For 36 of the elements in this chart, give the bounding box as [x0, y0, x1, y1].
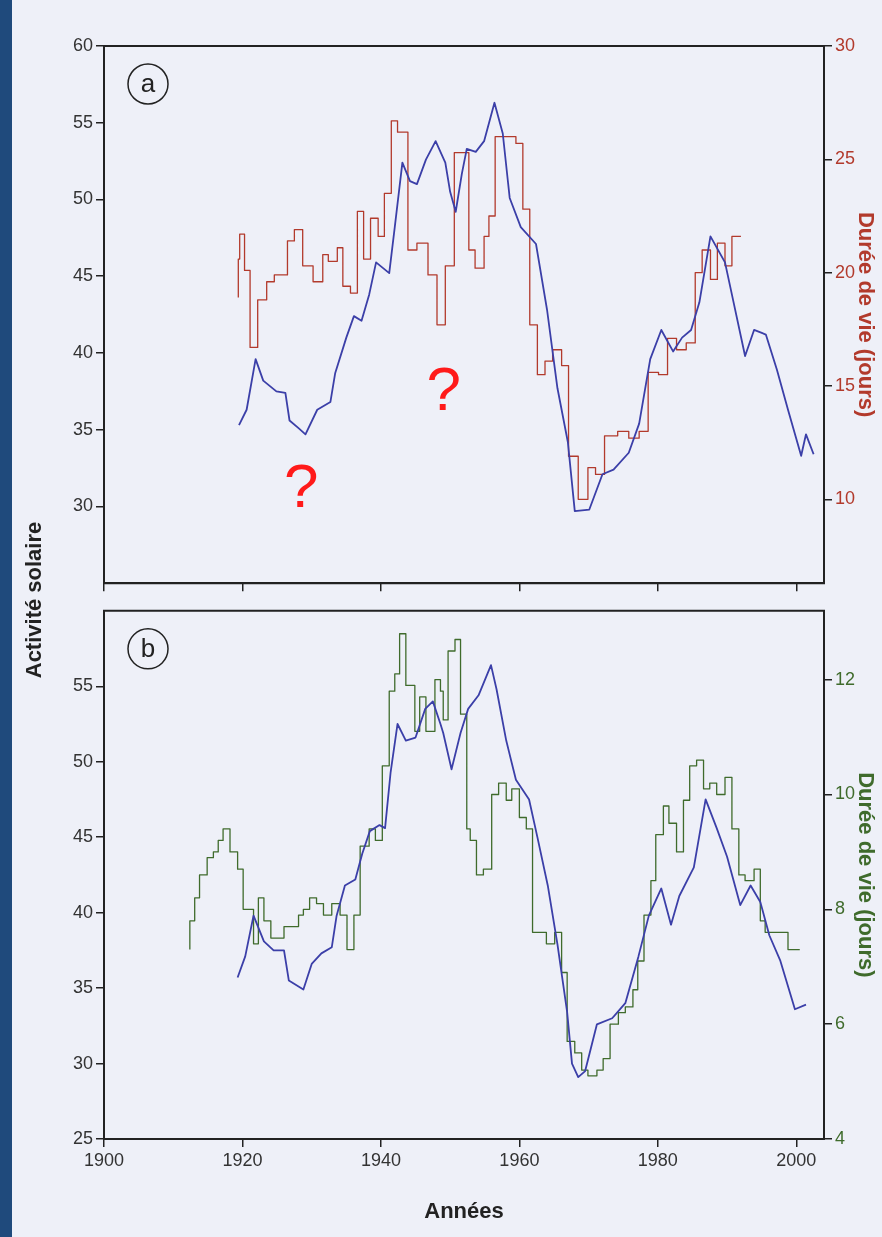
- annotation: ?: [284, 451, 319, 521]
- y2-tick-label: 20: [835, 261, 856, 282]
- y-tick-label: 40: [72, 901, 93, 922]
- y-tick-label: 30: [72, 495, 93, 516]
- y2-tick-label: 25: [835, 148, 856, 169]
- x-tick-label: 1940: [360, 1149, 401, 1170]
- y-tick-label: 45: [72, 265, 93, 286]
- y-tick-label: 55: [72, 111, 93, 132]
- y-tick-label: 35: [72, 977, 93, 998]
- y-tick-label: 45: [72, 826, 93, 847]
- x-tick-label: 2000: [776, 1149, 817, 1170]
- y2-tick-label: 10: [835, 783, 856, 804]
- y2-tick-label: 4: [835, 1127, 846, 1148]
- y-axis-title: Activité solaire: [21, 521, 47, 679]
- y2-tick-label: 30: [835, 34, 856, 55]
- y-tick-label: 35: [72, 418, 93, 439]
- y2-tick-label: 15: [835, 374, 856, 395]
- text: b: [140, 632, 156, 663]
- y-tick-label: 30: [72, 1052, 93, 1073]
- x-tick-label: 1980: [637, 1149, 678, 1170]
- y-tick-label: 55: [72, 675, 93, 696]
- x-axis-title: Années: [424, 1197, 504, 1223]
- y2-tick-label: 8: [835, 898, 846, 919]
- y-tick-label: 25: [72, 1127, 93, 1148]
- annotation: ?: [426, 353, 462, 423]
- text: a: [140, 68, 156, 99]
- y2-tick-label: 10: [835, 488, 856, 509]
- y-tick-label: 50: [72, 750, 93, 771]
- y-tick-label: 60: [72, 34, 93, 55]
- y-tick-label: 50: [72, 188, 93, 209]
- x-tick-label: 1960: [499, 1149, 540, 1170]
- y2-tick-label: 6: [835, 1013, 846, 1034]
- y2-tick-label: 12: [835, 668, 856, 689]
- x-tick-label: 1900: [83, 1149, 125, 1170]
- x-tick-label: 1920: [222, 1149, 263, 1170]
- y-tick-label: 40: [72, 341, 93, 362]
